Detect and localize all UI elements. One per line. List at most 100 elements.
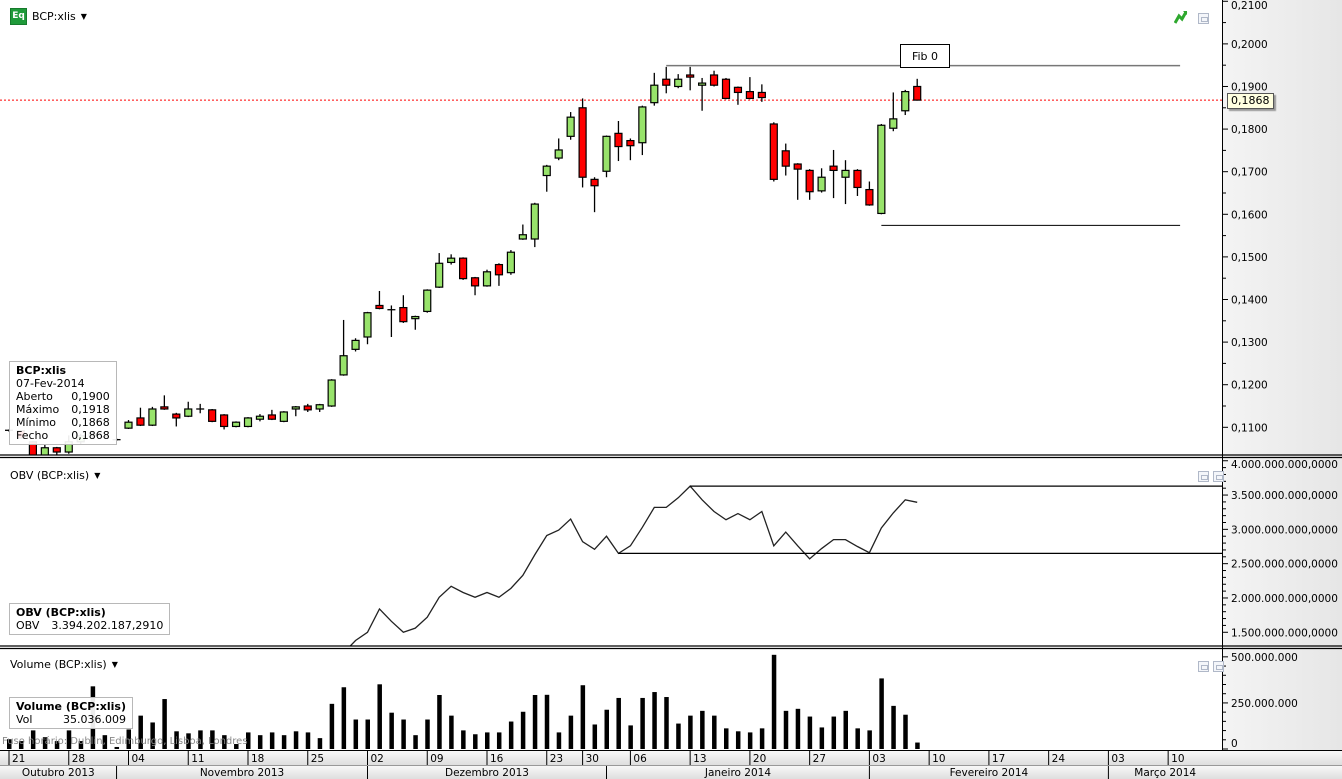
fib-label[interactable]: Fib 0 (900, 44, 950, 68)
candle[interactable] (208, 408, 217, 423)
candle[interactable] (721, 77, 731, 100)
obv-tooltip-row: OBV 3.394.202.187,2910 (16, 619, 163, 632)
candle[interactable] (697, 77, 707, 111)
symbol-selector[interactable]: Eq BCP:xlis ▼ (10, 8, 87, 25)
candle[interactable] (578, 98, 587, 188)
candle-body (363, 312, 372, 338)
volume-bar (712, 715, 717, 749)
candle[interactable] (841, 160, 850, 205)
close-panel-icon[interactable] (1213, 471, 1224, 482)
candle[interactable] (865, 181, 874, 206)
price-axis-tick-label: 0,1900 (1231, 81, 1268, 93)
candle[interactable] (506, 250, 515, 275)
candle[interactable] (303, 403, 312, 412)
candle[interactable] (160, 395, 169, 410)
candle[interactable] (231, 421, 241, 428)
candle[interactable] (327, 379, 336, 407)
candle[interactable] (590, 177, 599, 213)
candle[interactable] (769, 122, 778, 182)
candle[interactable] (482, 269, 492, 287)
volume-bar (688, 715, 693, 749)
candle-body (482, 271, 492, 287)
candle[interactable] (901, 89, 910, 116)
volume-bar (437, 694, 442, 749)
candle[interactable] (745, 77, 755, 100)
candle[interactable] (686, 66, 695, 91)
candle[interactable] (243, 417, 253, 428)
close-panel-icon[interactable] (1213, 661, 1224, 672)
trend-arrow-icon[interactable] (1173, 10, 1188, 27)
candle[interactable] (267, 409, 276, 421)
candle[interactable] (435, 253, 444, 288)
candle[interactable] (877, 123, 886, 215)
candle[interactable] (829, 149, 838, 199)
candle[interactable] (184, 401, 193, 418)
candle[interactable] (423, 289, 432, 313)
candle[interactable] (148, 406, 157, 427)
candle[interactable] (530, 202, 539, 248)
candle[interactable] (52, 446, 61, 455)
candle[interactable] (638, 105, 647, 156)
candle[interactable] (255, 414, 265, 422)
candle-body (913, 85, 922, 101)
candle[interactable] (375, 290, 384, 310)
candle[interactable] (650, 72, 659, 106)
candle[interactable] (913, 78, 922, 101)
candle[interactable] (733, 86, 743, 105)
candle[interactable] (40, 444, 49, 458)
candle[interactable] (793, 163, 802, 200)
candle[interactable] (220, 414, 229, 430)
price-axis-tick-label: 0,1200 (1231, 380, 1268, 392)
candle[interactable] (709, 70, 719, 87)
candle[interactable] (494, 263, 504, 286)
restore-window-icon[interactable] (1198, 471, 1209, 482)
candle[interactable] (805, 169, 814, 200)
candle[interactable] (399, 295, 408, 323)
candle[interactable] (781, 143, 790, 176)
date-tick-label: 17 (992, 753, 1005, 765)
restore-window-icon[interactable] (1198, 13, 1209, 24)
row-value: 0,1900 (71, 390, 110, 403)
candle[interactable] (447, 254, 456, 265)
obv-axis-tick-label: 3.500.000.000,0000 (1231, 490, 1338, 502)
candle[interactable] (196, 403, 205, 414)
candle[interactable] (363, 311, 372, 345)
candle[interactable] (339, 319, 348, 376)
volume-bar (353, 719, 359, 749)
candle[interactable] (566, 112, 575, 140)
obv-line (349, 485, 918, 646)
candle[interactable] (889, 92, 898, 132)
candle[interactable] (518, 224, 527, 240)
candle[interactable] (662, 66, 671, 94)
volume-bar (831, 716, 837, 749)
restore-window-icon[interactable] (1198, 661, 1209, 672)
candle[interactable] (387, 305, 396, 337)
candle[interactable] (542, 164, 551, 192)
candle[interactable] (470, 276, 480, 296)
volume-bar (425, 719, 430, 749)
candle[interactable] (626, 138, 635, 161)
candle[interactable] (614, 120, 623, 162)
candle[interactable] (411, 315, 420, 330)
candle[interactable] (279, 411, 288, 423)
candle[interactable] (172, 412, 181, 427)
candle[interactable] (459, 257, 468, 280)
candle[interactable] (602, 135, 611, 178)
candle[interactable] (136, 407, 145, 427)
candle-body (506, 251, 515, 274)
candle[interactable] (291, 406, 300, 417)
candle[interactable] (674, 74, 683, 89)
obv-indicator-menu[interactable]: OBV (BCP:xlis) ▼ (10, 469, 100, 482)
volume-bar (676, 723, 681, 749)
candle[interactable] (351, 338, 360, 352)
candle[interactable] (124, 420, 133, 430)
candle-body (518, 234, 527, 240)
candle-body (423, 289, 432, 313)
candle[interactable] (757, 84, 766, 102)
volume-indicator-menu[interactable]: Volume (BCP:xlis) ▼ (10, 658, 118, 671)
candle[interactable] (853, 169, 862, 196)
candle[interactable] (817, 168, 826, 193)
candle[interactable] (554, 138, 563, 161)
candle[interactable] (315, 403, 324, 412)
